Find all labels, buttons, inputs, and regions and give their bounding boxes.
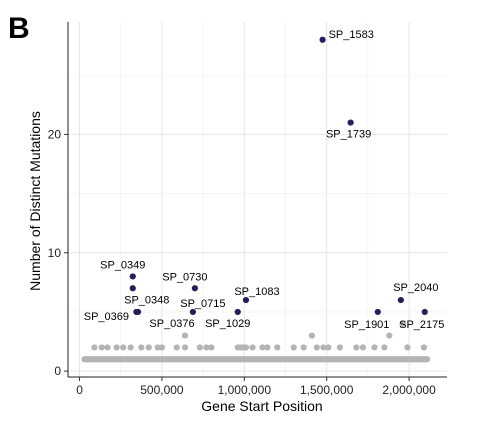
point-label: SP_1029 — [205, 318, 250, 330]
x-tick-label: 500,000 — [140, 383, 184, 397]
point-labels: SP_1583 SP_1739 SP_0349 SP_0348 SP_0369 SP_03… — [84, 29, 445, 331]
y-tick-label: 0 — [54, 364, 61, 378]
background-point — [313, 344, 320, 351]
background-point — [381, 344, 388, 351]
y-axis-title: Number of Distinct Mutations — [27, 111, 43, 291]
highlighted-point — [134, 308, 142, 316]
background-point — [249, 344, 256, 351]
background-point — [98, 344, 105, 351]
x-tick-label: 1,500,000 — [300, 383, 354, 397]
x-axis: 0 500,000 1,000,000 1,500,000 2,000,000 — [68, 376, 447, 397]
background-point — [259, 344, 266, 351]
background-point — [208, 344, 215, 351]
highlighted-point — [191, 285, 198, 292]
background-point — [203, 344, 210, 351]
background-point — [173, 344, 180, 351]
background-point — [386, 332, 393, 339]
background-point — [113, 344, 120, 351]
point-label: SP_1083 — [234, 286, 279, 298]
highlighted-point — [129, 273, 136, 280]
background-point — [300, 344, 307, 351]
highlighted-point — [319, 36, 326, 43]
background-point — [308, 332, 315, 339]
point-label: SP_1583 — [329, 29, 374, 41]
point-label: SP_2175 — [399, 319, 444, 331]
y-axis: 0 10 20 — [48, 22, 69, 378]
background-point — [325, 344, 332, 351]
point-label: SP_0730 — [162, 271, 207, 283]
background-point — [371, 344, 378, 351]
x-tick-label: 1,000,000 — [218, 383, 272, 397]
highlighted-point — [242, 296, 250, 304]
background-point — [242, 344, 250, 351]
point-label: SP_1739 — [326, 129, 371, 141]
highlighted-point — [421, 308, 428, 316]
panel-label: B — [8, 12, 30, 45]
background-point — [196, 344, 203, 351]
x-tick-label: 2,000,000 — [382, 383, 436, 397]
y-tick-label: 10 — [48, 246, 62, 260]
point-label: SP_2040 — [393, 282, 438, 294]
background-point — [274, 344, 281, 351]
background-point — [127, 344, 134, 351]
background-point — [145, 344, 152, 351]
background-point — [336, 344, 343, 351]
background-point — [181, 344, 189, 351]
background-point — [423, 356, 431, 363]
point-label: SP_0369 — [84, 311, 129, 323]
background-point — [359, 344, 367, 351]
highlighted-point — [234, 308, 241, 316]
background-point — [353, 344, 360, 351]
point-label: SP_0715 — [180, 298, 225, 310]
point-label: SP_0348 — [124, 294, 169, 306]
background-point — [120, 344, 127, 351]
background-point — [181, 332, 189, 339]
y-tick-label: 20 — [48, 127, 62, 141]
point-label: SP_0376 — [149, 318, 194, 330]
x-tick-label: 0 — [76, 383, 83, 397]
background-point — [404, 344, 411, 351]
background-point — [264, 344, 271, 351]
x-axis-title: Gene Start Position — [201, 398, 322, 414]
highlighted-point — [397, 296, 404, 304]
background-point — [399, 320, 406, 327]
background-points — [81, 320, 431, 363]
background-point — [290, 344, 297, 351]
highlighted-points — [129, 36, 428, 316]
background-point — [420, 344, 428, 351]
highlighted-point — [129, 285, 136, 292]
highlighted-point — [374, 308, 381, 316]
highlighted-point — [189, 308, 197, 316]
point-label: SP_0349 — [100, 259, 145, 271]
highlighted-point — [347, 119, 354, 126]
background-point — [320, 344, 327, 351]
grid — [68, 22, 447, 377]
background-point — [104, 344, 111, 351]
background-point — [158, 344, 166, 351]
point-label: SP_1901 — [344, 319, 389, 331]
background-point — [91, 344, 98, 351]
background-point — [138, 344, 145, 351]
